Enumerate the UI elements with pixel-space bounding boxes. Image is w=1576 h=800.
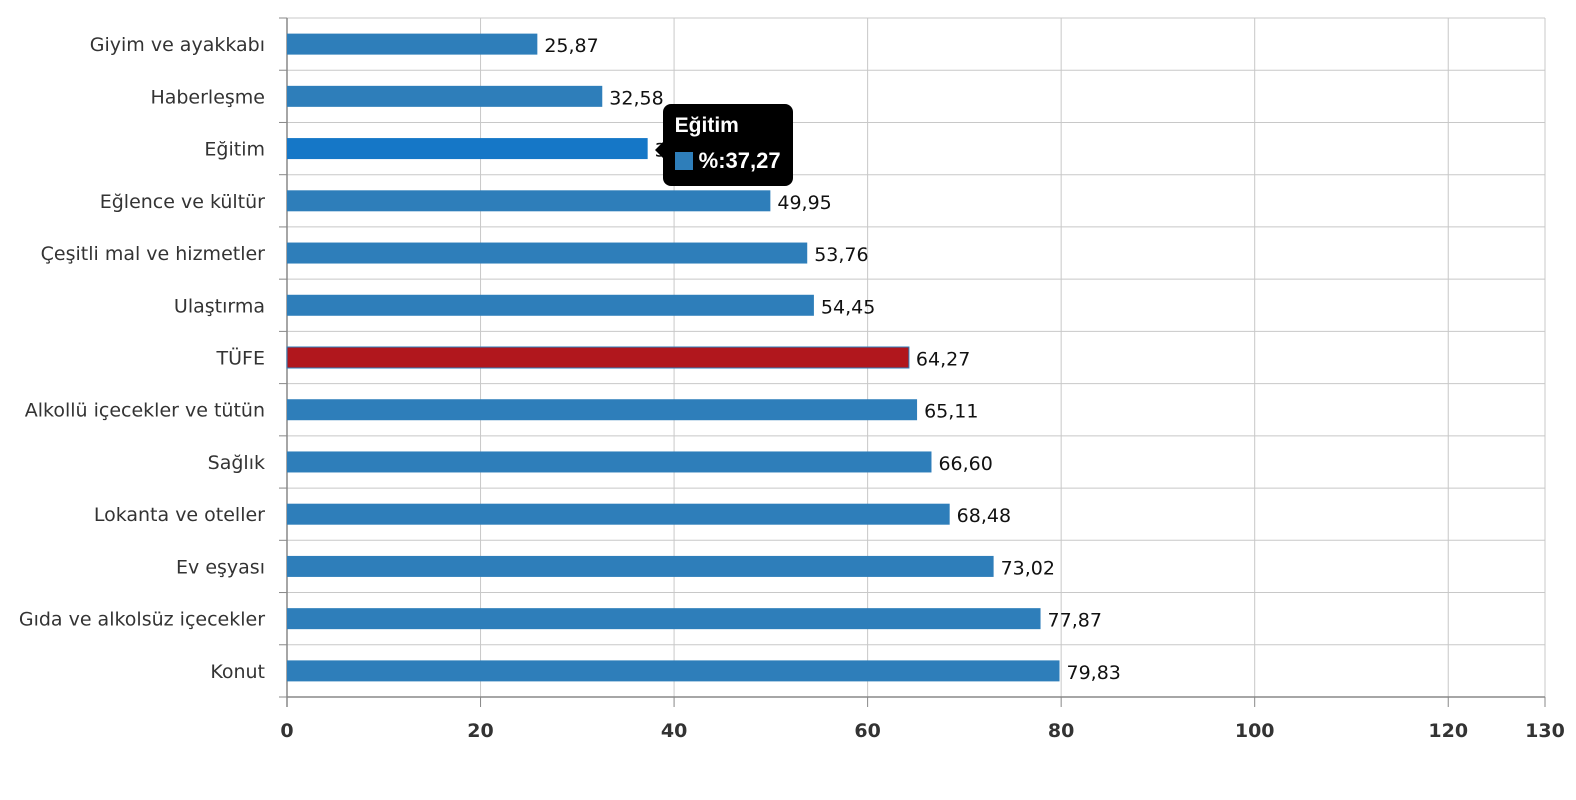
- x-tick-label: 40: [661, 720, 687, 742]
- x-tick-label: 120: [1428, 720, 1468, 742]
- bar[interactable]: [287, 451, 932, 473]
- category-label: TÜFE: [216, 347, 265, 370]
- category-label: Giyim ve ayakkabı: [90, 34, 265, 56]
- value-label: 54,45: [821, 296, 875, 318]
- value-label: 53,76: [814, 244, 868, 266]
- bar[interactable]: [287, 33, 538, 55]
- tooltip: Eğitim %: 37,27: [654, 103, 793, 186]
- tooltip-series-label: %: [698, 147, 719, 173]
- bar[interactable]: [287, 242, 808, 264]
- category-label: Eğitim: [204, 139, 265, 161]
- value-label: 66,60: [938, 453, 992, 475]
- value-label: 64,27: [916, 349, 970, 371]
- tooltip-value: 37,27: [725, 147, 781, 173]
- value-label: 73,02: [1001, 557, 1055, 579]
- tooltip-arrow: [654, 141, 663, 158]
- value-label: 49,95: [777, 192, 831, 214]
- bar[interactable]: [287, 294, 814, 316]
- category-labels: Giyim ve ayakkabı Haberleşme Eğitim Eğlence…: [19, 34, 265, 683]
- category-label: Sağlık: [208, 452, 265, 474]
- bar[interactable]: [287, 190, 771, 212]
- tooltip-separator: :: [718, 147, 726, 173]
- value-label: 79,83: [1067, 662, 1121, 684]
- value-label: 25,87: [544, 35, 598, 57]
- x-tick-label: 0: [280, 720, 293, 742]
- x-tick-label: 80: [1048, 720, 1074, 742]
- bars: [286, 33, 1060, 682]
- value-label: 68,48: [957, 505, 1011, 527]
- bar[interactable]: [287, 85, 603, 107]
- category-label: Konut: [210, 661, 265, 683]
- bar[interactable]: [287, 608, 1041, 630]
- value-label: 77,87: [1048, 610, 1102, 632]
- category-label: Haberleşme: [150, 86, 265, 108]
- bar[interactable]: [287, 555, 994, 577]
- tooltip-swatch: [674, 151, 693, 170]
- value-label: 65,11: [924, 401, 978, 423]
- bar[interactable]: [287, 660, 1060, 682]
- tooltip-row: %: 37,27: [674, 147, 781, 174]
- bar[interactable]: [286, 346, 910, 369]
- bar[interactable]: [287, 399, 918, 421]
- x-axis-ticks: 0 20 40 60 80 100 120 130: [280, 720, 1564, 742]
- x-tick-label: 130: [1525, 720, 1565, 742]
- x-tick-label: 100: [1235, 720, 1275, 742]
- category-label: Ev eşyası: [176, 556, 265, 578]
- category-label: Lokanta ve oteller: [94, 504, 265, 526]
- value-label: 32,58: [609, 87, 663, 109]
- category-label: Ulaştırma: [174, 295, 265, 317]
- bar[interactable]: [287, 138, 648, 160]
- category-label: Gıda ve alkolsüz içecekler: [19, 609, 265, 631]
- tooltip-title: Eğitim: [674, 113, 739, 137]
- category-label: Eğlence ve kültür: [100, 191, 265, 213]
- category-label: Çeşitli mal ve hizmetler: [41, 243, 266, 265]
- category-label: Alkollü içecekler ve tütün: [25, 400, 265, 422]
- x-tick-label: 60: [854, 720, 880, 742]
- x-tick-label: 20: [467, 720, 493, 742]
- bar[interactable]: [287, 503, 950, 525]
